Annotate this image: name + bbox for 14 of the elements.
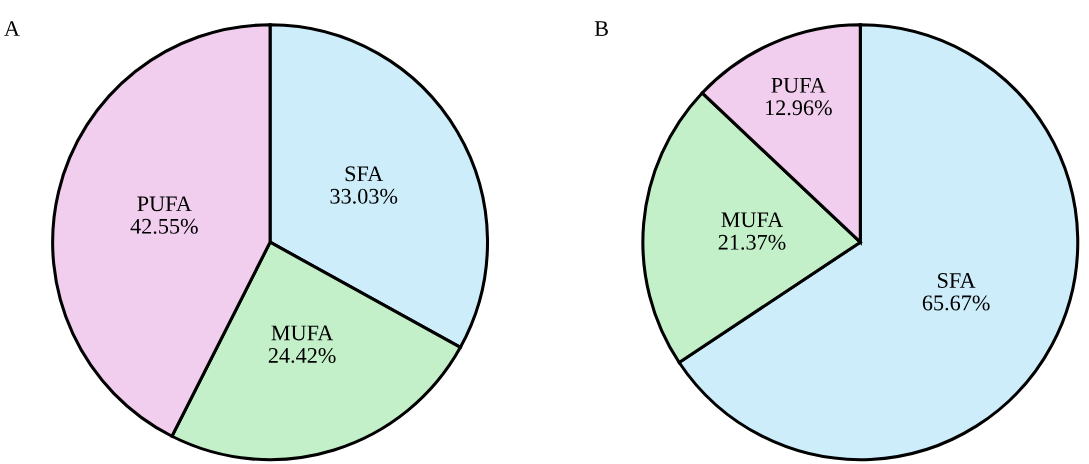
data-label: 24.42% [268,347,336,363]
data-label: 21.37% [718,234,786,250]
slice-label: MUFA [721,212,784,228]
slice-label: PUFA [137,196,192,212]
chart-title: A [4,21,20,36]
slice-label: PUFA [771,77,826,93]
slice-label: MUFA [271,325,334,341]
slice-label: SFA [938,272,976,288]
data-label: 65.67% [922,295,990,311]
data-label: 42.55% [130,218,198,234]
data-label: 33.03% [330,188,398,204]
data-label: 12.96% [766,100,832,116]
chart-title: B [594,21,608,36]
slice-label: SFA [345,166,384,182]
